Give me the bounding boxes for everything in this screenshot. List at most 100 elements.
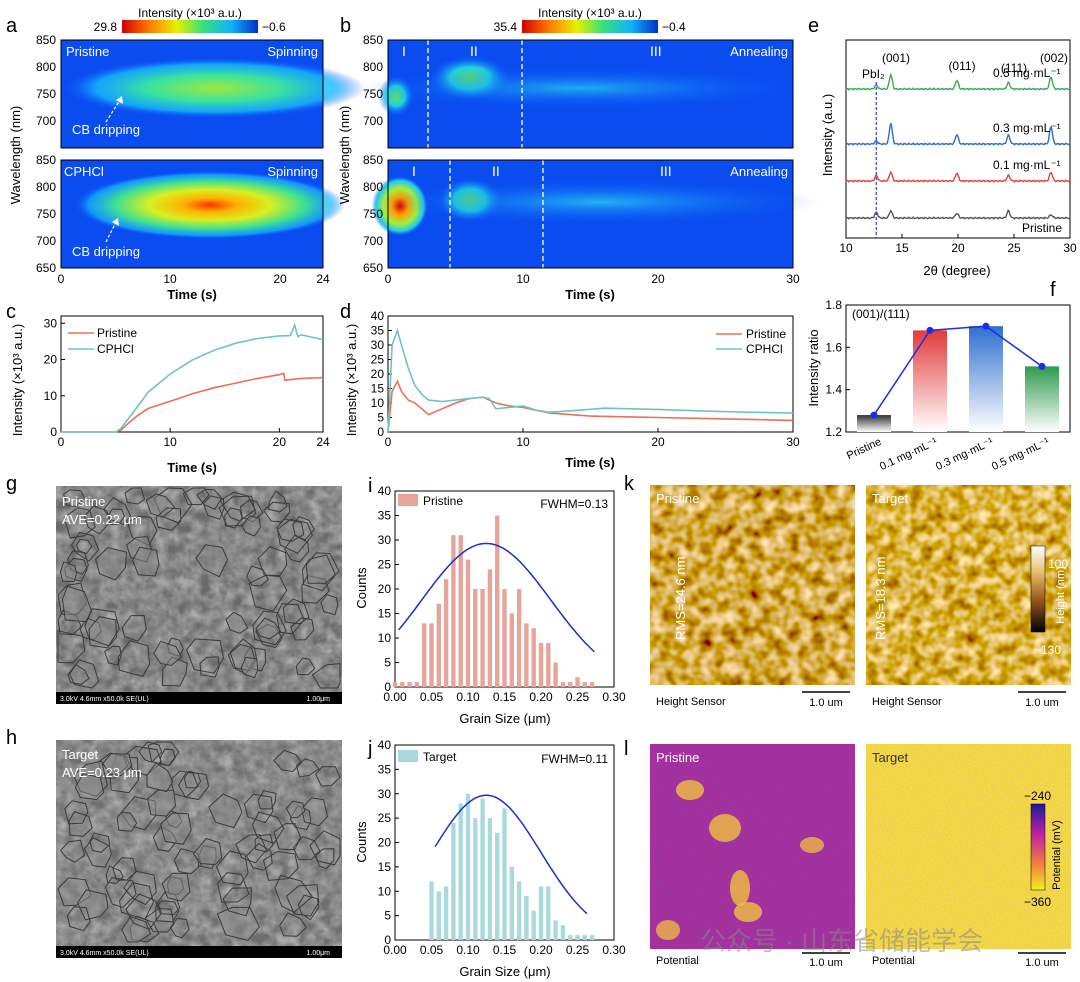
tick-label: 800 — [36, 180, 56, 194]
kpfm-sensor-left: Potential — [656, 955, 699, 967]
y-tick-label: 35 — [378, 509, 392, 523]
panel-b-colorbar-label: Intensity (×10³ a.u.) — [538, 6, 642, 20]
tick-label: 850 — [36, 153, 56, 167]
x-tick-label: 30 — [786, 435, 800, 449]
panel-e-xlabel: 2θ (degree) — [923, 263, 990, 278]
histogram-bar — [553, 662, 558, 687]
panel-l: l Pristine Target −240 −360 Potential (m… — [624, 738, 1071, 969]
panel-i-legend: Pristine — [423, 494, 463, 508]
grain — [57, 630, 86, 664]
chart-j: 0.00 0.05 0.10 0.15 0.20 0.25 0.30 0 5 10 15 20 25 30… — [378, 738, 626, 957]
histogram-bar — [451, 823, 456, 940]
panel-a-colorbar-label: Intensity (×10³ a.u.) — [138, 6, 242, 20]
afm-rms-pristine: RMS=24.6 nm — [673, 557, 688, 640]
histogram-bar — [568, 682, 573, 687]
trend-line — [873, 325, 1043, 416]
tick-label: 750 — [363, 87, 383, 101]
tick-label: 650 — [363, 261, 383, 275]
x-tick-label: 24 — [316, 435, 330, 449]
grain — [88, 616, 117, 649]
grain — [315, 766, 341, 787]
panel-a-colorbar-min: −0.6 — [262, 20, 286, 34]
y-tick-label: 30 — [371, 338, 385, 352]
trend-point — [982, 322, 990, 330]
panel-letter-k: k — [624, 473, 635, 495]
panel-a: a Intensity (×10³ a.u.) 29.8 −0.6 Pristi… — [6, 6, 365, 302]
legend-label: CPHCl — [746, 342, 783, 356]
grain — [155, 507, 182, 531]
grain — [178, 771, 210, 800]
grain — [59, 839, 86, 863]
y-tick-label: 1.6 — [825, 340, 842, 354]
x-tick-label: 15 — [895, 241, 909, 255]
region-label: III — [650, 43, 662, 59]
x-tick-label: 20 — [273, 435, 287, 449]
xrd-line — [845, 170, 1071, 183]
tick-label: 20 — [651, 272, 665, 286]
grain — [155, 900, 180, 923]
peak-label: (011) — [948, 59, 975, 73]
y-tick-label: 0 — [50, 425, 57, 439]
panel-b: b Intensity (×10³ a.u.) 35.4 −0.4 I II I… — [337, 6, 820, 302]
grain — [76, 538, 93, 555]
histogram-bar — [436, 891, 441, 940]
histogram-bar — [538, 642, 544, 687]
x-tick-label: 0.30 — [602, 690, 626, 704]
arrow-icon — [112, 218, 119, 226]
grain — [217, 872, 250, 903]
panel-b-colorbar — [522, 20, 658, 33]
histogram-bar — [429, 881, 434, 940]
tick-label: 700 — [36, 114, 56, 128]
afm-sensor-left: Height Sensor — [656, 696, 726, 708]
panel-e-pbi2-label: PbI₂ — [862, 67, 885, 81]
histogram-bar — [546, 886, 551, 940]
x-tick-label: 0.20 — [529, 690, 553, 704]
grain — [105, 865, 124, 884]
y-tick-label: 40 — [378, 484, 392, 498]
trend-point — [870, 411, 878, 419]
histogram-bar — [407, 682, 412, 687]
y-tick-label: 40 — [371, 309, 385, 323]
histogram-bar — [575, 935, 580, 940]
grain — [289, 805, 312, 831]
tick-label: 850 — [363, 153, 383, 167]
series-line-pristine — [387, 379, 794, 433]
panel-i-ylabel: Counts — [354, 567, 369, 609]
panel-j-fwhm: FWHM=0.11 — [541, 752, 608, 766]
histogram-bar — [429, 623, 434, 687]
sem-h-scale: 1.00μm — [307, 950, 331, 957]
y-tick-label: 0 — [377, 425, 384, 439]
panel-letter-b: b — [340, 15, 351, 37]
afm-colorbar-max: 100 — [1048, 557, 1068, 571]
grain — [262, 850, 299, 881]
x-tick-label: 0 — [385, 435, 392, 449]
histogram-bar — [546, 642, 551, 687]
afm-scale-left: 1.0 um — [809, 697, 843, 709]
panel-a-bottom-left-label: CPHCl — [64, 164, 104, 179]
grain — [216, 906, 260, 941]
histogram-bar — [568, 935, 573, 940]
y-tick-label: 25 — [378, 558, 392, 572]
histogram-bar — [495, 832, 500, 940]
histogram-bar — [589, 935, 595, 940]
y-tick-label: 5 — [377, 411, 384, 425]
panel-j-ylabel: Counts — [354, 821, 369, 863]
panel-h: h Target AVE=0.23 μm 3.0kV 4.6mm x50.0k … — [6, 727, 342, 958]
x-tick-label: 10 — [839, 241, 853, 255]
y-tick-label: 10 — [371, 396, 385, 410]
tick-label: 700 — [363, 234, 383, 248]
kpfm-sensor-right: Potential — [872, 955, 915, 967]
legend-swatch — [398, 750, 418, 762]
y-tick-label: 35 — [378, 762, 392, 776]
panel-letter-j: j — [367, 738, 372, 760]
x-tick-label: Pristine — [845, 436, 883, 462]
x-tick-label: 30 — [1063, 241, 1077, 255]
histogram-bar — [422, 623, 427, 687]
histogram-bar — [509, 866, 514, 940]
bar — [913, 330, 947, 432]
panel-d-xlabel: Time (s) — [565, 455, 615, 470]
grain — [268, 490, 288, 513]
tick-label: 800 — [363, 180, 383, 194]
grain — [89, 832, 111, 853]
